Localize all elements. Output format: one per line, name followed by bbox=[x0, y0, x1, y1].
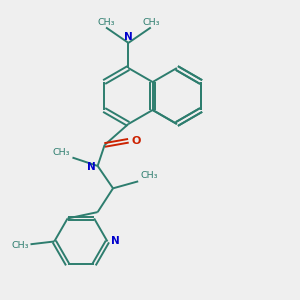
Text: CH₃: CH₃ bbox=[142, 17, 160, 26]
Text: CH₃: CH₃ bbox=[53, 148, 70, 157]
Text: O: O bbox=[131, 136, 141, 146]
Text: N: N bbox=[111, 236, 120, 247]
Text: CH₃: CH₃ bbox=[11, 241, 28, 250]
Text: N: N bbox=[87, 162, 96, 172]
Text: CH₃: CH₃ bbox=[97, 17, 115, 26]
Text: CH₃: CH₃ bbox=[140, 171, 158, 180]
Text: N: N bbox=[124, 32, 133, 42]
